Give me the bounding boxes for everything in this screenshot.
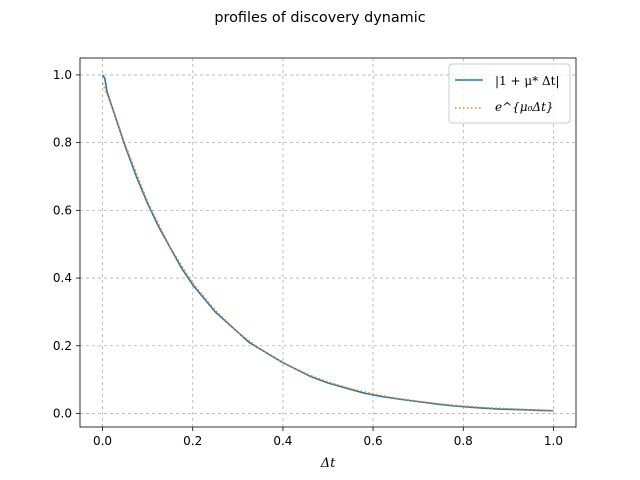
legend-label-series-2: e^{μ₀Δt} [495, 100, 554, 114]
x-tick-label: 0.4 [273, 434, 292, 448]
x-tick-label: 0.2 [183, 434, 202, 448]
y-tick-label: 0.4 [53, 271, 72, 285]
x-tick-label: 0.0 [93, 434, 112, 448]
legend: |1 + μ* Δt| e^{μ₀Δt} [448, 63, 571, 124]
x-tick-label: 1.0 [544, 434, 563, 448]
legend-box [448, 63, 571, 124]
x-axis: 0.0 0.2 0.4 0.6 0.8 1.0 [93, 427, 563, 448]
series-layer [101, 74, 554, 412]
legend-label-series-1: |1 + μ* Δt| [495, 74, 560, 88]
y-tick-label: 0.8 [53, 136, 72, 150]
x-axis-label: Δt [320, 456, 336, 471]
series-line-1 [101, 74, 554, 412]
plot-frame [79, 57, 577, 428]
y-tick-label: 0.2 [53, 339, 72, 353]
y-tick-label: 0.0 [53, 406, 72, 420]
grid [80, 58, 576, 427]
x-tick-label: 0.8 [454, 434, 473, 448]
y-tick-label: 1.0 [53, 68, 72, 82]
chart-title: profiles of discovery dynamic [214, 10, 425, 26]
y-tick-label: 0.6 [53, 203, 72, 217]
y-axis: 0.0 0.2 0.4 0.6 0.8 1.0 [53, 68, 80, 420]
x-tick-label: 0.6 [364, 434, 383, 448]
series-line-2 [101, 83, 554, 412]
